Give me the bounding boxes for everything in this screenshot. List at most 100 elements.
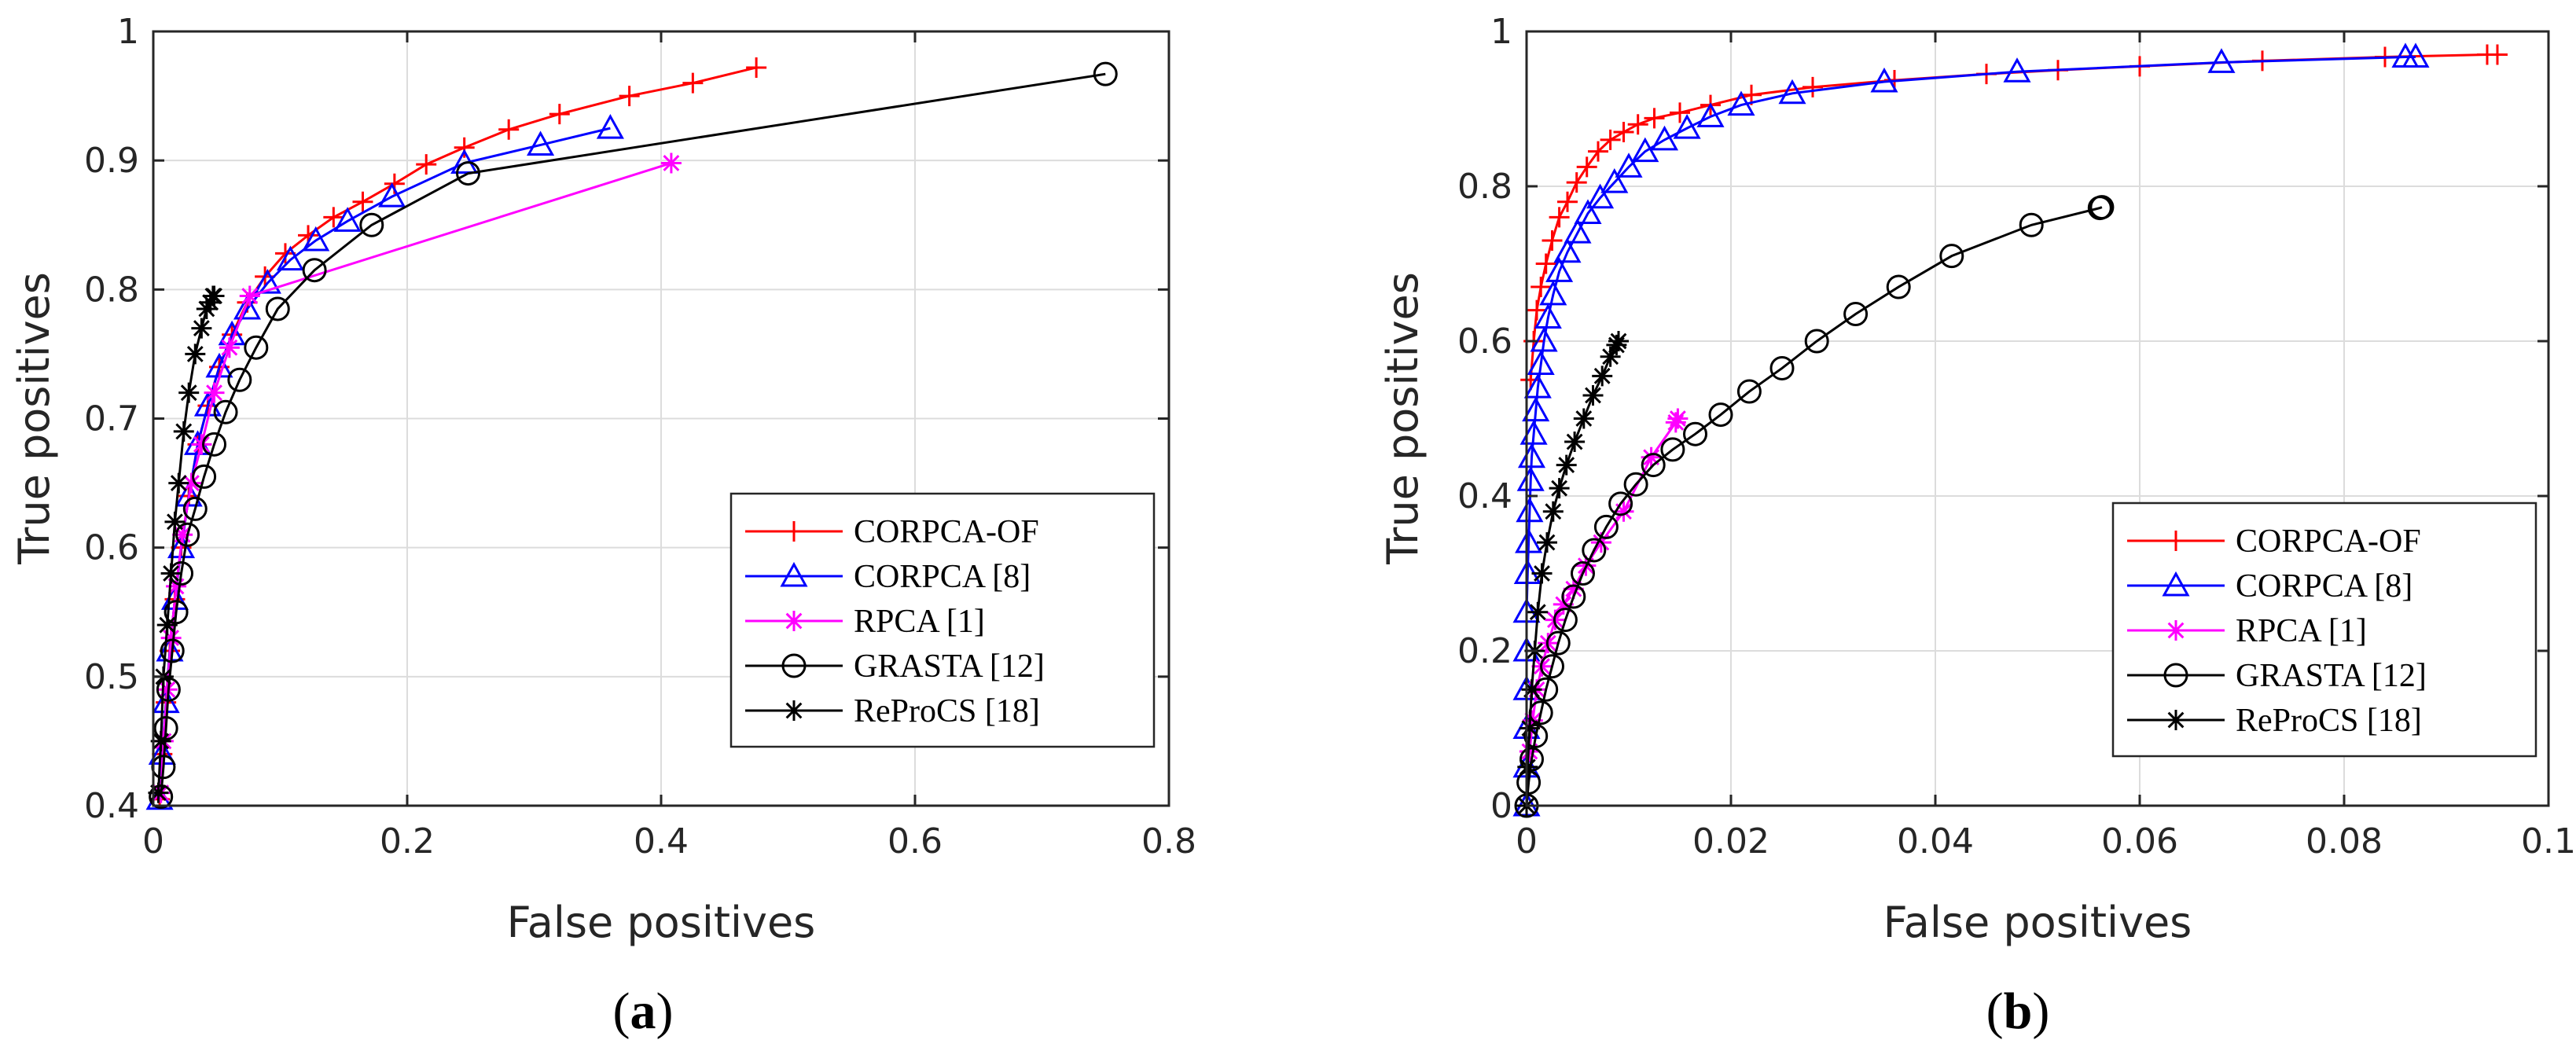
data-point-reprocs-18 xyxy=(1519,718,1540,739)
legend-label-corpca-of: CORPCA-OF xyxy=(2236,524,2421,560)
data-point-reprocs-18 xyxy=(1582,384,1604,406)
data-point-corpca-of xyxy=(549,104,570,125)
legend-entry-rpca-1: RPCA [1] xyxy=(745,604,985,640)
legend-marker-corpca-8 xyxy=(2162,571,2190,597)
legend-label-rpca-1: RPCA [1] xyxy=(854,604,985,640)
data-point-corpca-8 xyxy=(175,481,203,507)
data-point-corpca-8 xyxy=(2207,48,2236,73)
data-point-reprocs-18 xyxy=(1521,679,1542,700)
data-point-grasta-12 xyxy=(175,522,200,547)
x-tick-label: 0.02 xyxy=(1692,821,1769,861)
data-point-corpca-of xyxy=(454,137,475,158)
data-point-grasta-12 xyxy=(265,296,290,321)
data-point-rpca-1 xyxy=(1667,408,1689,429)
legend-marker-corpca-8 xyxy=(780,561,808,587)
data-point-grasta-12 xyxy=(202,432,227,457)
data-point-corpca-of xyxy=(1549,207,1570,228)
data-point-rpca-1 xyxy=(181,472,202,494)
data-point-grasta-12 xyxy=(156,677,181,702)
data-point-corpca-8 xyxy=(378,182,406,208)
data-point-corpca-of xyxy=(498,119,520,140)
legend-label-grasta-12: GRASTA [12] xyxy=(2236,658,2427,694)
y-tick-label: 0.6 xyxy=(1457,321,1512,362)
legend-entry-grasta-12: GRASTA [12] xyxy=(2127,658,2427,694)
data-point-corpca-of xyxy=(619,86,640,107)
data-point-grasta-12 xyxy=(1641,453,1666,478)
x-tick-label: 0.8 xyxy=(1141,821,1196,861)
x-tick-label: 0.4 xyxy=(634,821,689,861)
data-point-rpca-1 xyxy=(160,627,182,648)
data-point-corpca-8 xyxy=(302,226,330,252)
legend-label-corpca-of: CORPCA-OF xyxy=(854,514,1039,550)
data-point-corpca-of xyxy=(323,207,344,228)
data-point-reprocs-18 xyxy=(1527,601,1549,623)
data-point-rpca-1 xyxy=(660,152,682,174)
data-point-reprocs-18 xyxy=(173,421,194,442)
data-point-corpca-of xyxy=(352,191,373,212)
data-point-corpca-of xyxy=(1527,299,1547,321)
x-tick-label: 0.08 xyxy=(2306,821,2383,861)
legend-marker-reprocs-18 xyxy=(784,700,804,721)
data-point-grasta-12 xyxy=(192,464,217,489)
data-point-rpca-1 xyxy=(156,679,178,700)
data-point-grasta-12 xyxy=(1540,654,1564,679)
data-point-corpca-of xyxy=(416,154,437,175)
data-point-corpca-8 xyxy=(1673,114,1701,139)
data-point-grasta-12 xyxy=(359,212,384,237)
data-point-reprocs-18 xyxy=(1542,501,1564,522)
data-point-reprocs-18 xyxy=(1564,432,1586,453)
y-tick-label: 0.4 xyxy=(84,786,139,826)
data-point-reprocs-18 xyxy=(1537,532,1557,553)
data-point-reprocs-18 xyxy=(150,730,171,751)
data-point-corpca-of xyxy=(1576,156,1597,178)
data-point-corpca-8 xyxy=(253,269,281,294)
data-point-grasta-12 xyxy=(456,161,481,186)
legend-marker-rpca-1 xyxy=(784,611,804,631)
data-point-corpca-8 xyxy=(1600,167,1629,193)
chart-panel-a: 0 0.2 0.4 0.6 0.8 0.4 0.5 0.6 0.7 0.8 0.9 1 False p… xyxy=(9,12,1196,1040)
data-point-corpca-8 xyxy=(276,245,304,271)
data-point-rpca-1 xyxy=(1553,593,1574,615)
data-point-corpca-of xyxy=(1542,230,1563,251)
data-point-grasta-12 xyxy=(1553,608,1578,633)
data-point-reprocs-18 xyxy=(204,285,225,307)
data-point-grasta-12 xyxy=(1582,538,1607,563)
y-tick-label: 0.2 xyxy=(1457,631,1512,671)
legend-label-corpca-8: CORPCA [8] xyxy=(854,559,1031,595)
data-point-rpca-1 xyxy=(204,382,225,403)
data-point-rpca-1 xyxy=(191,434,212,455)
data-point-corpca-of xyxy=(1627,114,1648,135)
caption-a: (a) xyxy=(613,983,674,1040)
data-point-grasta-12 xyxy=(1623,472,1648,497)
data-point-rpca-1 xyxy=(1613,501,1634,522)
y-tick-label: 0.4 xyxy=(1457,476,1512,516)
x-tick-label: 0.2 xyxy=(380,821,435,861)
data-point-reprocs-18 xyxy=(1606,334,1627,355)
data-point-reprocs-18 xyxy=(1549,478,1570,499)
legend-label-reprocs-18: ReProCS [18] xyxy=(2236,703,2422,739)
series-group-b xyxy=(1512,42,2508,818)
data-point-corpca-8 xyxy=(1516,466,1545,491)
data-point-reprocs-18 xyxy=(1592,366,1613,387)
data-point-grasta-12 xyxy=(1804,329,1829,354)
plot-frame-b xyxy=(1525,30,2550,807)
data-point-grasta-12 xyxy=(1561,584,1586,609)
y-tick-label: 1 xyxy=(1490,12,1512,52)
legend-entry-reprocs-18: ReProCS [18] xyxy=(2127,703,2422,739)
legend-marker-reprocs-18 xyxy=(2166,710,2186,730)
data-point-reprocs-18 xyxy=(1556,454,1577,476)
data-point-reprocs-18 xyxy=(164,511,186,532)
data-point-grasta-12 xyxy=(1708,402,1733,428)
data-point-corpca-8 xyxy=(1530,326,1558,352)
legend-entry-rpca-1: RPCA [1] xyxy=(2127,613,2367,649)
data-point-corpca-8 xyxy=(1727,90,1755,116)
legend-entry-reprocs-18: ReProCS [18] xyxy=(745,693,1040,729)
x-axis-label-b: False positives xyxy=(1883,898,2192,947)
legend-label-rpca-1: RPCA [1] xyxy=(2236,613,2367,649)
y-tick-label: 0.8 xyxy=(84,270,139,310)
data-point-grasta-12 xyxy=(1939,244,1964,269)
data-point-corpca-of xyxy=(746,57,767,78)
data-point-grasta-12 xyxy=(1523,723,1549,748)
y-tick-label: 0 xyxy=(1490,786,1512,826)
data-point-rpca-1 xyxy=(166,575,187,597)
